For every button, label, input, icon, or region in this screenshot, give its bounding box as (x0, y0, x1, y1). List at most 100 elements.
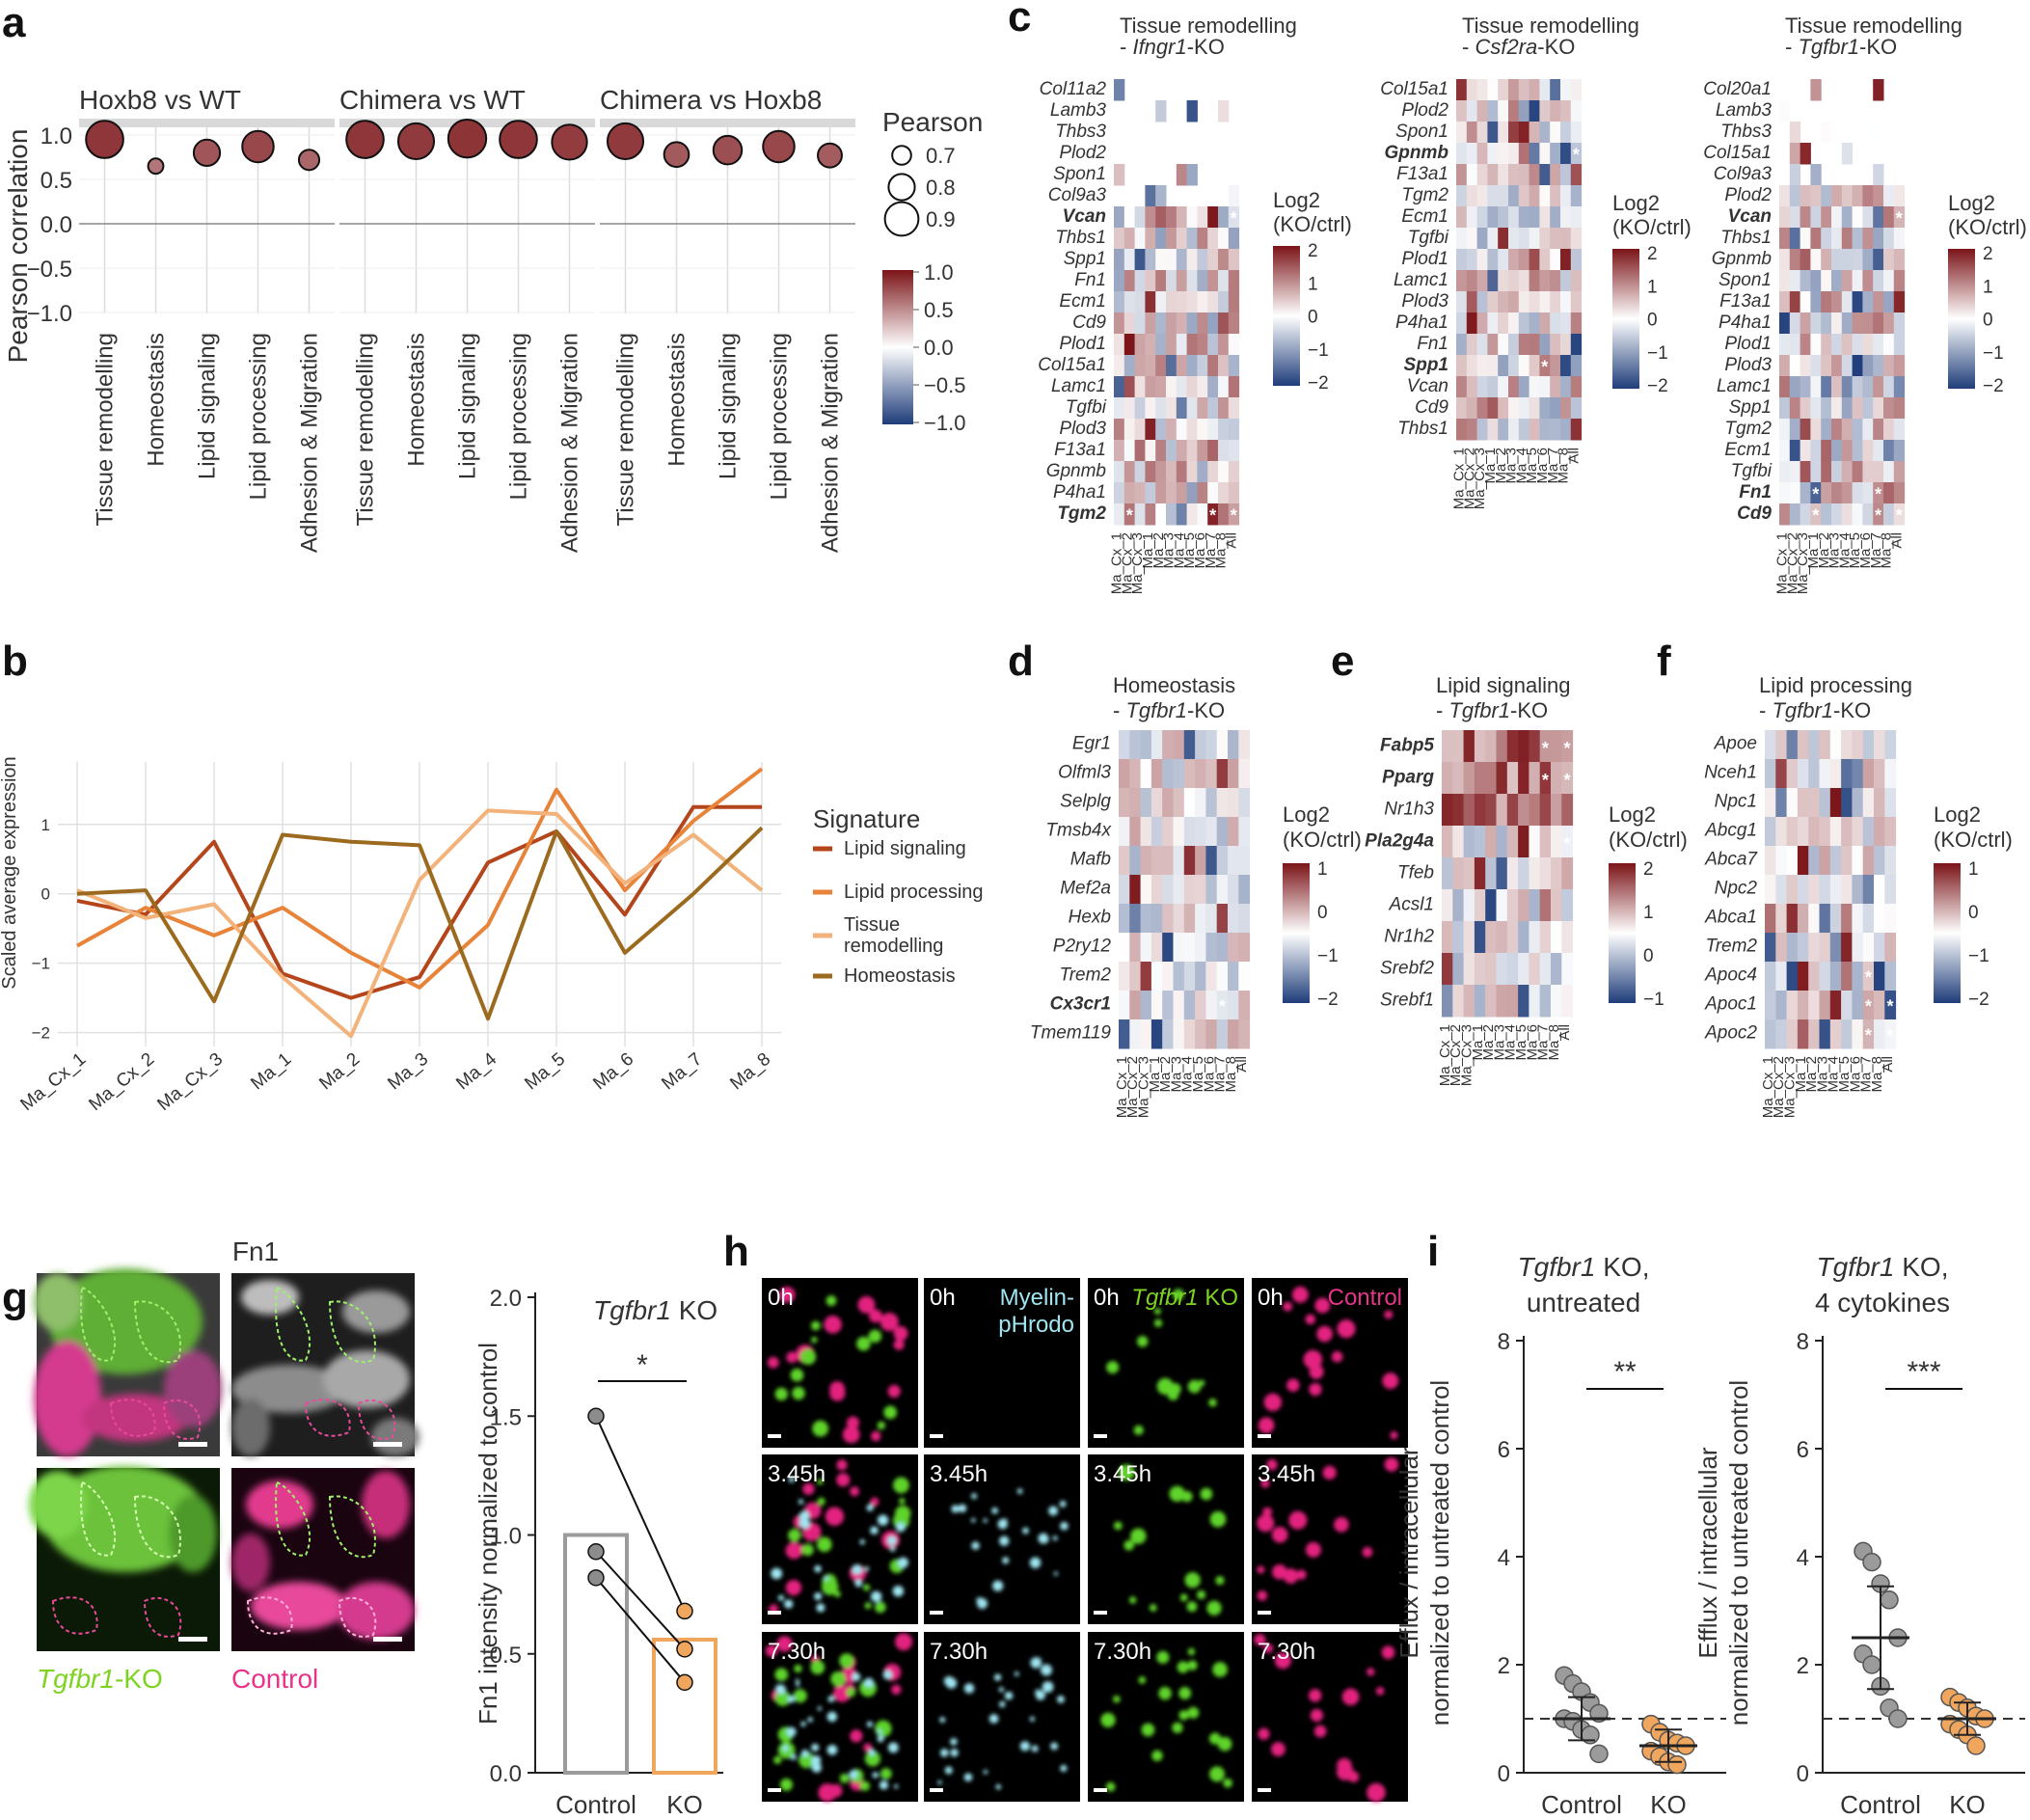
heat-cell (1800, 185, 1811, 207)
heat-cell (1893, 440, 1906, 462)
heat-cell (1186, 334, 1198, 356)
cluster-label: Ma_7 (1545, 448, 1561, 484)
gene-label: Plod1 (1401, 249, 1448, 269)
legend-e: Log2(KO/ctrl) 2 1 0 −1 (1609, 802, 1688, 1010)
b-xtick: Ma_1 (247, 1049, 295, 1095)
heat-cell (1893, 419, 1906, 441)
heat-cell (1852, 788, 1864, 818)
heat-cell (1145, 376, 1156, 398)
heat-cell (1476, 249, 1488, 271)
legend-tick: 1 (1317, 859, 1328, 880)
heat-cell (1476, 419, 1488, 441)
cluster-label: Ma_Cx_1 (1774, 532, 1791, 594)
size-legend: 0.7 0.8 0.9 (883, 144, 956, 237)
heat-cell (1570, 143, 1583, 165)
heat-cell (1841, 846, 1853, 876)
heat-cell (1228, 759, 1239, 789)
heat-cell (1166, 440, 1177, 462)
heat-cell (1852, 228, 1863, 250)
heat-cell (1852, 817, 1864, 847)
merge-micrograph (34, 1268, 222, 1456)
heat-cell (1216, 730, 1229, 760)
heat-cell (1789, 270, 1801, 292)
heat-cell (1808, 730, 1820, 760)
ifngr1-legend: Log2(KO/ctrl) 2 1 0 −1 −2 (1273, 188, 1352, 394)
cluster-label: Ma_8 (1223, 1056, 1239, 1093)
gene-label: Hexb (1069, 908, 1111, 928)
heat-cell (1218, 312, 1230, 335)
heat-cell (1529, 185, 1540, 207)
y-tick-label: 8 (1498, 1329, 1510, 1355)
heat-cell (1874, 846, 1885, 876)
heat-cell (1155, 461, 1167, 483)
heat-cell (1786, 962, 1799, 991)
heat-cell (1518, 953, 1529, 986)
timepoint-label: 7.30h (1258, 1639, 1315, 1665)
cluster-label: Ma_4 (1171, 532, 1187, 569)
heat-cell (1874, 904, 1885, 934)
heat-cell (1140, 817, 1152, 847)
gene-label: Col15a1 (1703, 143, 1772, 163)
ko-point (676, 1641, 693, 1658)
heat-cell (1862, 991, 1875, 1020)
heat-cell (1539, 312, 1551, 335)
heat-cell (1456, 79, 1468, 101)
heat-cell (1134, 355, 1146, 377)
heat-cell (1238, 788, 1251, 818)
heat-cell (1162, 759, 1174, 789)
heat-cell (1485, 794, 1497, 827)
timelapse-frame: 7.30h (1252, 1632, 1408, 1803)
heat-cell (1466, 122, 1478, 144)
heat-cell (1779, 270, 1791, 292)
heat-cell (1551, 794, 1562, 827)
panel-b: b Scaled average expression 1 0 −1 −2 Ma_Cx_… (0, 638, 984, 1115)
gene-label: Vcan (1728, 206, 1772, 227)
panel-h-label: h (723, 1228, 749, 1275)
heat-cell (1474, 762, 1486, 795)
heat-cell (1506, 762, 1519, 795)
heat-cell (1874, 730, 1885, 760)
heat-cell (1498, 79, 1509, 101)
heat-cell (1852, 376, 1863, 398)
heat-cell (1150, 846, 1163, 876)
category-label: Lipid signaling (716, 333, 742, 479)
heat-cell (1150, 1019, 1163, 1049)
heat-cell (1831, 397, 1843, 420)
heat-cell (1539, 762, 1552, 795)
size-legend-label: 0.9 (926, 207, 956, 231)
cluster-label: Ma_Cx_1 (1451, 448, 1468, 509)
heat-cell (1539, 889, 1552, 922)
heat-cell (1797, 962, 1809, 991)
heat-cell (1852, 482, 1863, 504)
legend-title: Log2 (1612, 191, 1660, 215)
heat-cell (1123, 503, 1136, 526)
heat-cell (1176, 249, 1188, 271)
heat-cell (1145, 291, 1156, 313)
panel-g-label: g (2, 1274, 28, 1321)
heat-cell (1207, 270, 1219, 292)
heat-cell (1162, 904, 1174, 934)
timepoint-label: 3.45h (768, 1461, 826, 1487)
heat-cell (1765, 962, 1776, 991)
heat-cell (1570, 419, 1583, 441)
panel-c: c Tissue remodelling- Ifngr1-KOCol11a2La… (1008, 0, 2027, 594)
cluster-label: Ma_1 (1147, 1056, 1163, 1093)
fn1-micrograph (231, 1273, 420, 1456)
heat-cell (1862, 334, 1874, 356)
y-tick-label: 6 (1797, 1437, 1809, 1463)
heat-cell (1166, 228, 1177, 250)
heat-cell (1145, 397, 1156, 420)
timepoint-label: 3.45h (1258, 1461, 1315, 1487)
legend-tick: −2 (1308, 373, 1329, 394)
heat-cell (1765, 788, 1776, 818)
heat-cell (1476, 100, 1488, 122)
heat-cell (1518, 762, 1529, 795)
heat-cell (1186, 461, 1198, 483)
heat-cell (1800, 440, 1811, 462)
b-xtick: Ma_7 (658, 1049, 706, 1095)
heat-cell (1207, 482, 1219, 504)
heat-cell (1570, 334, 1583, 356)
heat-cell (1862, 355, 1874, 377)
heat-cell (1123, 482, 1136, 504)
